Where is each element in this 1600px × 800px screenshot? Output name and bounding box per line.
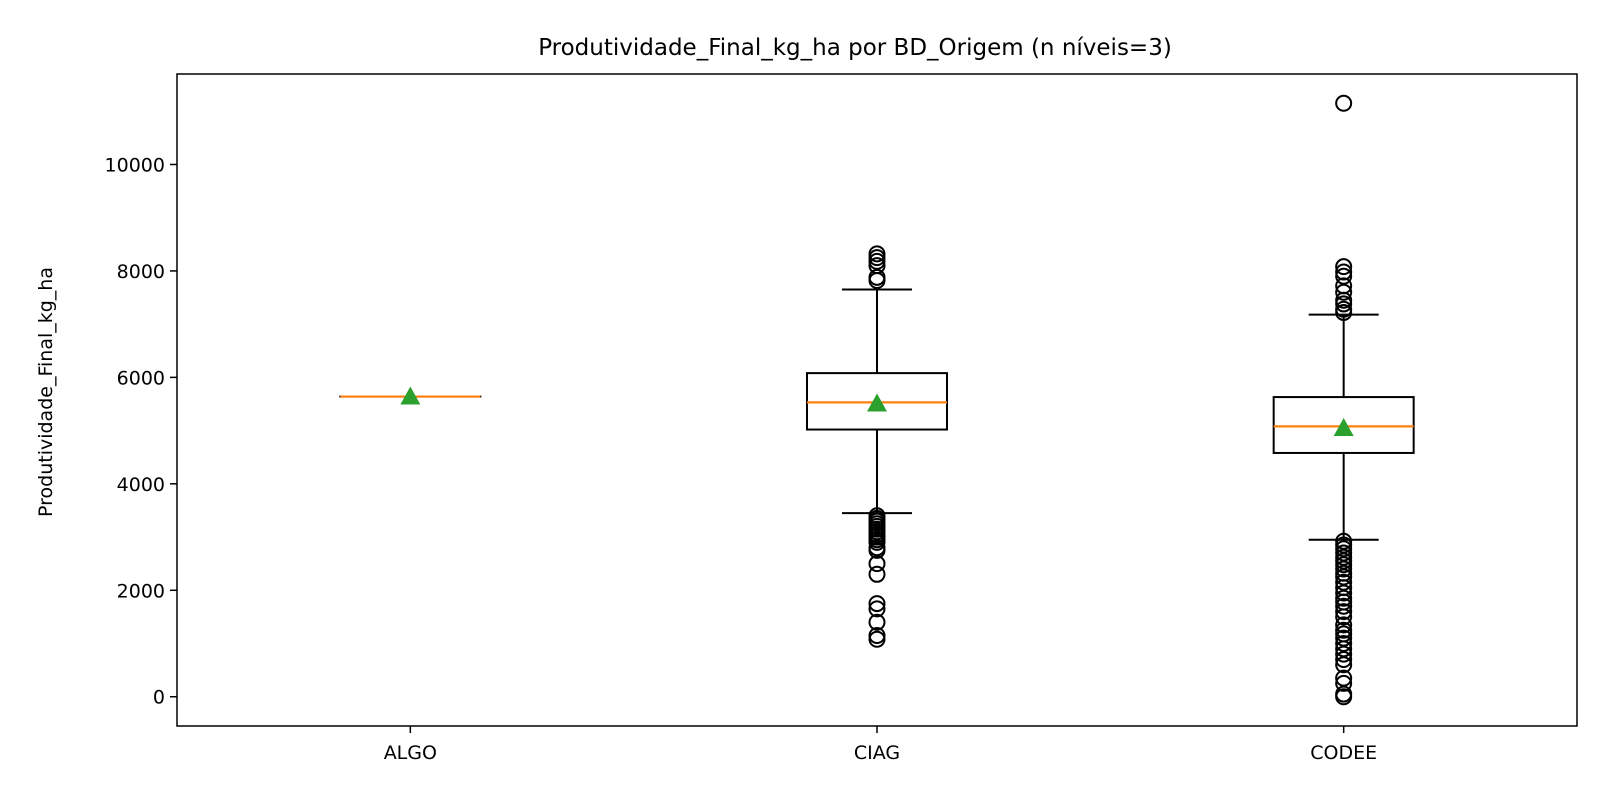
outlier-point — [1335, 645, 1353, 663]
x-tick-label: CIAG — [854, 742, 900, 764]
y-tick-label: 10000 — [105, 154, 165, 176]
outlier-point — [1335, 258, 1353, 276]
outlier-point — [868, 600, 886, 618]
x-tick-label: CODEE — [1310, 742, 1377, 764]
outlier-point — [1335, 556, 1353, 574]
mean-marker — [1333, 417, 1354, 436]
outlier-point — [1335, 608, 1353, 626]
y-tick-label: 4000 — [117, 474, 165, 496]
outlier-point — [1335, 303, 1353, 321]
y-tick-label: 2000 — [117, 580, 165, 602]
y-axis-label: Produtividade_Final_kg_ha — [35, 267, 57, 517]
outlier-point — [868, 565, 886, 583]
plot-frame — [176, 73, 1578, 727]
outlier-point — [1335, 597, 1353, 615]
outlier-point — [1335, 283, 1353, 301]
outlier-point — [1335, 263, 1353, 281]
outlier-point — [868, 595, 886, 613]
mean-marker — [400, 386, 421, 405]
outlier-point — [868, 630, 886, 648]
outlier-point — [1335, 656, 1353, 674]
outlier-point — [1335, 94, 1353, 112]
outlier-point — [868, 272, 886, 290]
outlier-point — [1335, 584, 1353, 602]
outlier-point — [868, 555, 886, 573]
outlier-point — [1335, 674, 1353, 692]
chart-title: Produtividade_Final_kg_ha por BD_Origem … — [538, 35, 1172, 61]
x-tick-label: ALGO — [384, 742, 437, 764]
outlier-point — [868, 533, 886, 551]
outlier-point — [1335, 560, 1353, 578]
outlier-point — [868, 613, 886, 631]
y-tick-label: 0 — [153, 687, 165, 709]
outlier-point — [1335, 295, 1353, 313]
outlier-point — [1335, 603, 1353, 621]
box-body — [1272, 396, 1415, 454]
mean-marker — [867, 393, 887, 412]
outlier-point — [1335, 650, 1353, 668]
outlier-point — [868, 541, 886, 559]
y-tick-label: 6000 — [117, 367, 165, 389]
y-tick-label: 8000 — [117, 261, 165, 283]
plot-layer: 0 2000 4000 6000 8000 10000 ALGO CIAG CODEE — [105, 94, 1415, 764]
outlier-point — [1335, 616, 1353, 634]
outlier-point — [1335, 688, 1353, 706]
